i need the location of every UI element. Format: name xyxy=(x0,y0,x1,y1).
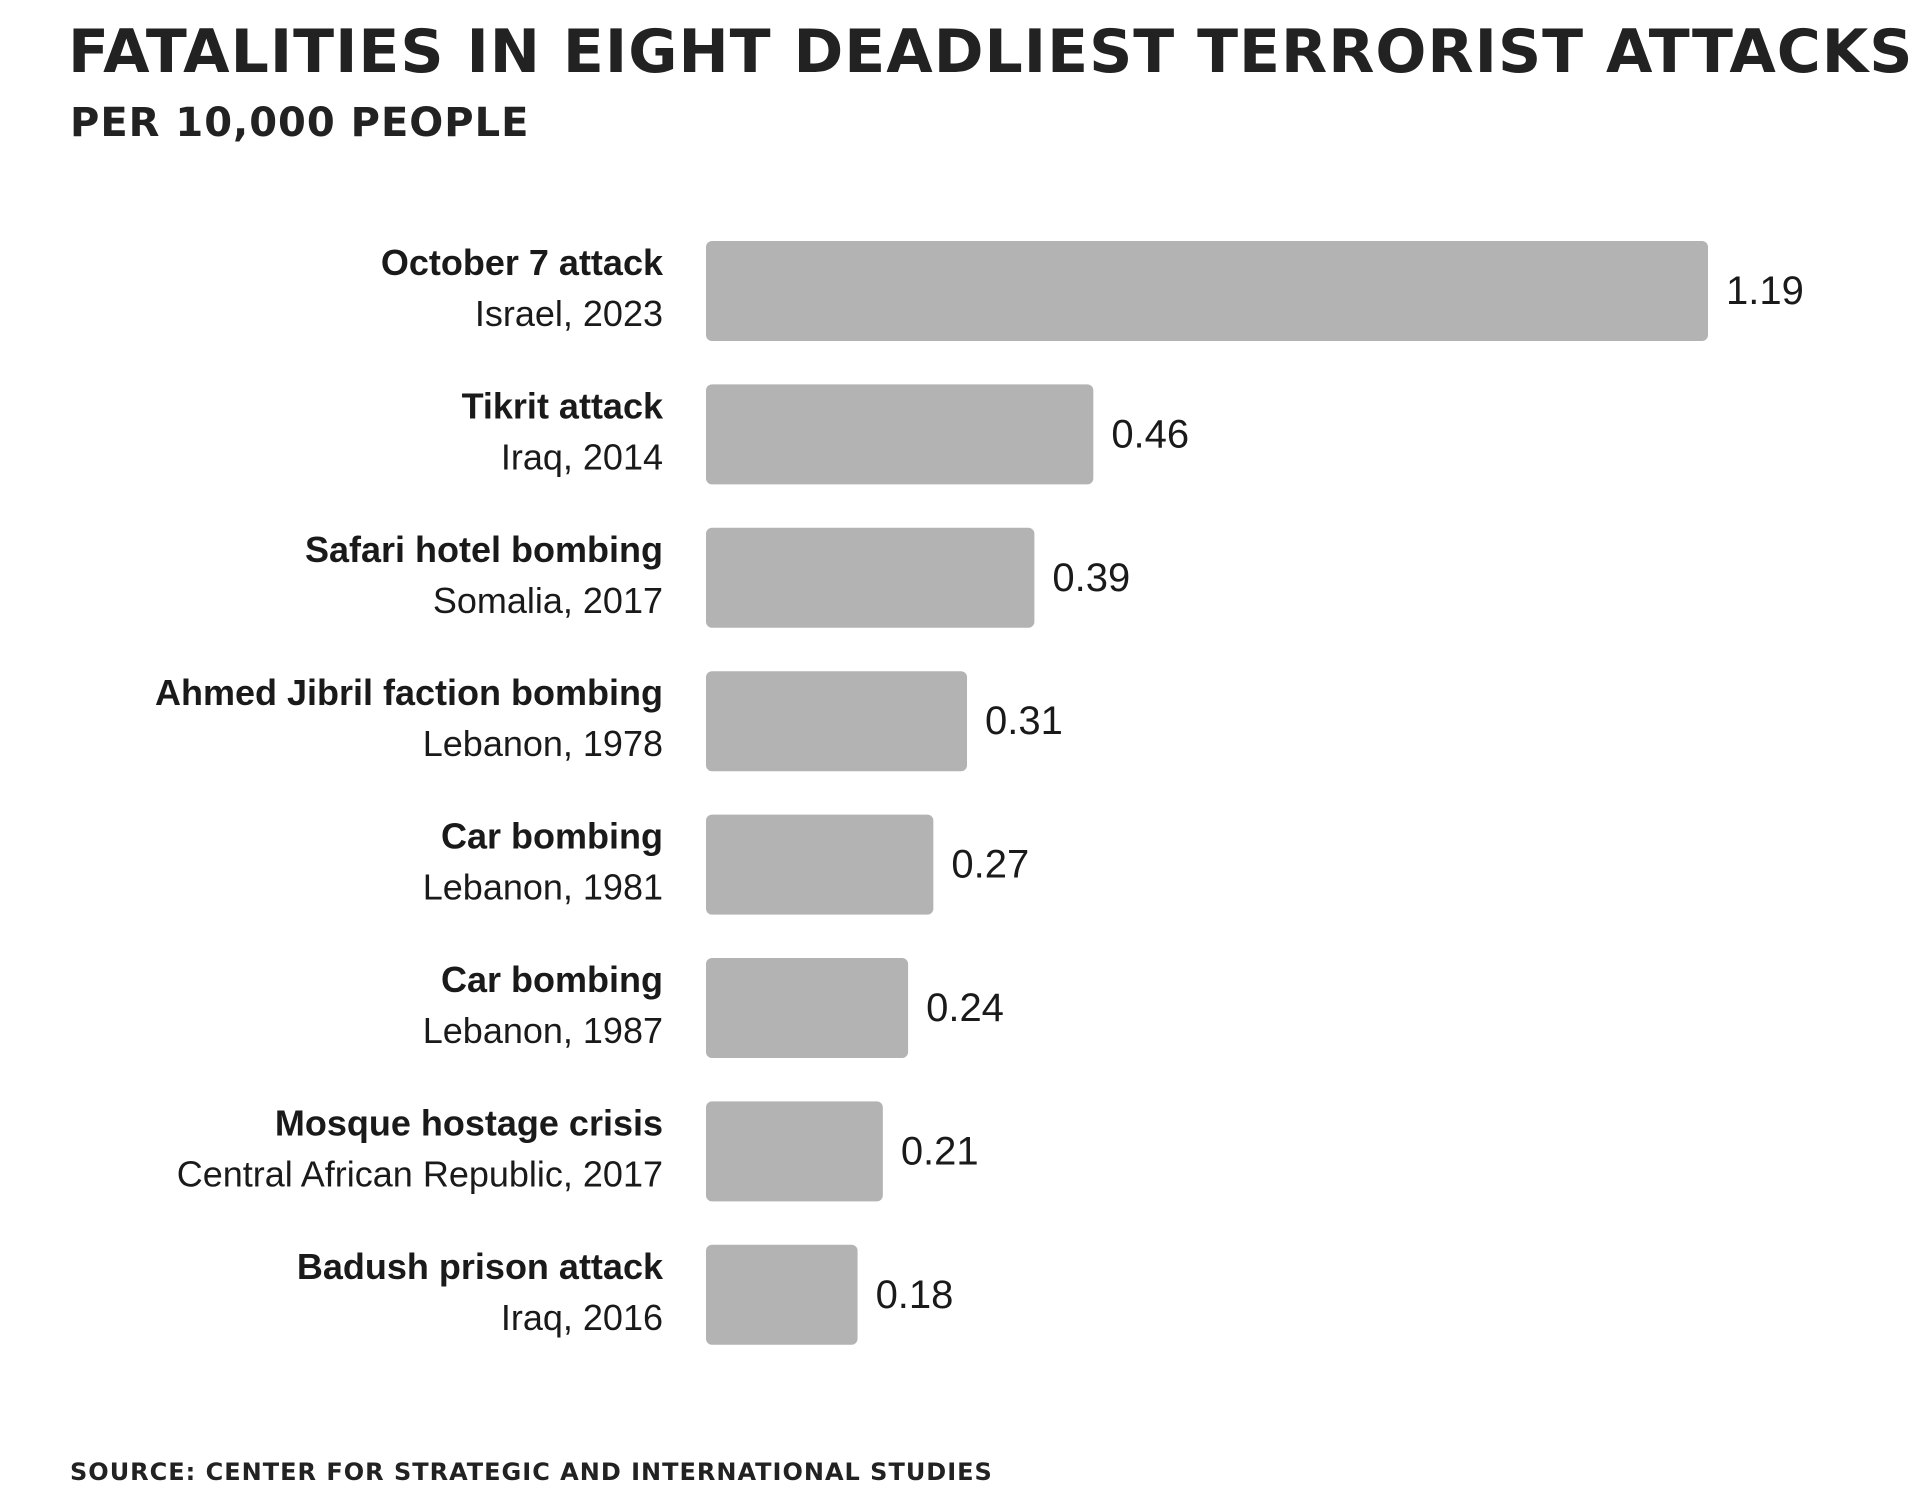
value-label-7: 0.21 xyxy=(901,1129,979,1173)
category-labels: October 7 attack Israel, 2023 Tikrit attac… xyxy=(155,242,664,1338)
bar-4 xyxy=(706,671,968,772)
category-name-8: Badush prison attack xyxy=(297,1246,664,1287)
chart-title: FATALITIES IN EIGHT DEADLIEST TERRORIST … xyxy=(68,17,1914,87)
category-name-7: Mosque hostage crisis xyxy=(275,1102,663,1143)
category-detail-6: Lebanon, 1987 xyxy=(423,1010,663,1051)
chart-subtitle: PER 10,000 PEOPLE xyxy=(70,100,530,146)
value-label-8: 0.18 xyxy=(876,1273,954,1317)
category-name-5: Car bombing xyxy=(441,816,663,857)
category-detail-5: Lebanon, 1981 xyxy=(423,867,663,908)
category-detail-1: Israel, 2023 xyxy=(475,293,663,334)
bar-3 xyxy=(706,527,1035,628)
bar-8 xyxy=(706,1244,858,1345)
category-name-4: Ahmed Jibril faction bombing xyxy=(155,672,663,713)
category-name-3: Safari hotel bombing xyxy=(305,529,663,570)
value-label-5: 0.27 xyxy=(951,843,1029,887)
bars-layer xyxy=(706,241,1708,1345)
category-detail-2: Iraq, 2014 xyxy=(501,436,663,477)
value-label-6: 0.24 xyxy=(926,986,1004,1030)
bar-1 xyxy=(706,241,1708,341)
category-detail-7: Central African Republic, 2017 xyxy=(177,1153,663,1194)
category-name-6: Car bombing xyxy=(441,959,663,1000)
bar-7 xyxy=(706,1101,883,1202)
bar-5 xyxy=(706,814,934,915)
category-detail-3: Somalia, 2017 xyxy=(433,580,663,621)
value-label-4: 0.31 xyxy=(985,699,1063,743)
category-detail-8: Iraq, 2016 xyxy=(501,1297,663,1338)
category-name-1: October 7 attack xyxy=(381,242,664,283)
value-label-3: 0.39 xyxy=(1052,556,1130,600)
bar-2 xyxy=(706,384,1094,485)
value-label-2: 0.46 xyxy=(1111,412,1189,456)
value-label-1: 1.19 xyxy=(1726,269,1804,313)
bar-6 xyxy=(706,958,909,1058)
source-note: SOURCE: CENTER FOR STRATEGIC AND INTERNA… xyxy=(70,1458,993,1486)
category-detail-4: Lebanon, 1978 xyxy=(423,723,663,764)
value-labels: 1.19 0.46 0.39 0.31 0.27 0.24 0.21 0.18 xyxy=(876,269,1804,1317)
category-name-2: Tikrit attack xyxy=(462,385,664,426)
